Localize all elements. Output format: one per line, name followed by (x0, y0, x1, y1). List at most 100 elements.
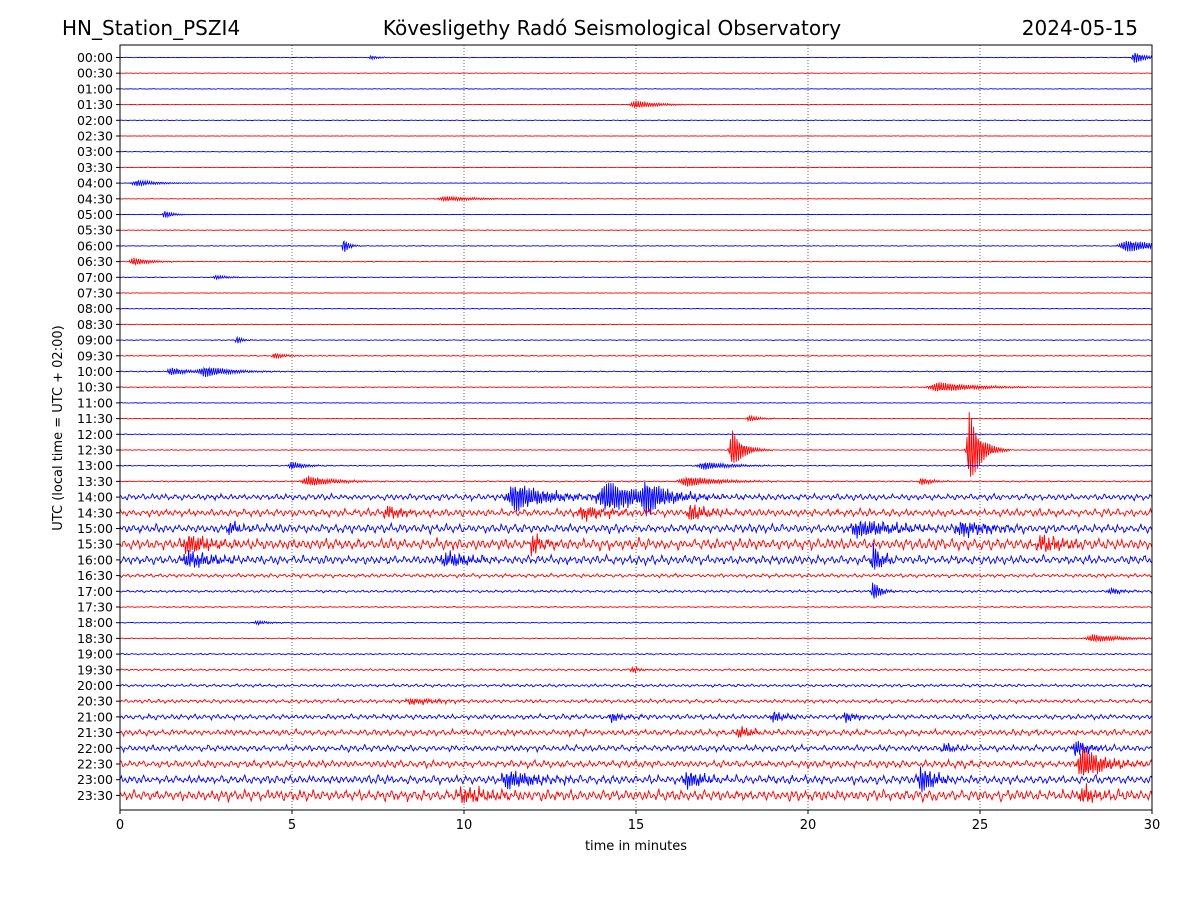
x-tick-label: 10 (456, 818, 473, 833)
trace-row (119, 100, 1153, 109)
trace-row (119, 683, 1153, 688)
y-tick-label: 07:00 (77, 270, 113, 285)
trace-row (120, 323, 1153, 326)
y-tick-label: 23:30 (77, 788, 113, 803)
trace-row (119, 366, 1153, 377)
y-tick-label: 07:30 (77, 286, 113, 301)
trace-row (119, 257, 1153, 266)
y-tick-label: 06:00 (77, 238, 113, 253)
y-axis-label: UTC (local time = UTC + 02:00) (51, 325, 66, 530)
trace-row (119, 72, 1152, 74)
x-tick-labels: 0 5 10 15 20 25 30 (116, 810, 1160, 833)
y-tick-label: 10:00 (77, 364, 113, 379)
y-tick-label: 18:30 (77, 631, 113, 646)
trace-row (119, 533, 1153, 557)
trace-row (120, 166, 1153, 169)
date-label: 2024-05-15 (1022, 16, 1138, 40)
y-tick-label: 08:30 (77, 317, 113, 332)
y-tick-label: 18:00 (77, 615, 113, 630)
trace-row (120, 634, 1153, 643)
x-tick-label: 15 (628, 818, 645, 833)
y-tick-label: 19:00 (77, 647, 113, 662)
y-tick-label: 17:00 (77, 584, 113, 599)
trace-row (119, 402, 1153, 404)
trace-row (119, 766, 1153, 793)
y-tick-label: 11:30 (77, 411, 113, 426)
y-tick-label: 01:00 (77, 81, 113, 96)
y-tick-label: 01:30 (77, 97, 113, 112)
station-label: HN_Station_PSZI4 (62, 16, 240, 40)
x-tick-label: 20 (800, 818, 817, 833)
y-tick-label: 00:30 (77, 66, 113, 81)
trace-row (119, 652, 1153, 656)
x-tick-label: 25 (972, 818, 989, 833)
trace-row (119, 274, 1153, 281)
y-tick-label: 23:00 (77, 772, 113, 787)
y-tick-label: 12:00 (77, 427, 113, 442)
y-tick-label: 12:30 (77, 443, 113, 458)
y-tick-label: 21:30 (77, 725, 113, 740)
trace-row (119, 229, 1153, 231)
y-tick-label: 20:30 (77, 694, 113, 709)
trace-row (120, 461, 1153, 471)
y-tick-label: 08:00 (77, 301, 113, 316)
trace-row (119, 481, 1153, 517)
trace-row (119, 747, 1153, 776)
x-axis-label: time in minutes (585, 839, 687, 854)
trace-row (119, 211, 1153, 219)
plot-frame (119, 44, 1153, 811)
trace-row (119, 240, 1153, 252)
trace-row (119, 619, 1153, 626)
trace-row (119, 382, 1153, 392)
y-tick-label: 02:00 (77, 113, 113, 128)
y-tick-label: 19:30 (77, 662, 113, 677)
trace-row (119, 52, 1153, 63)
y-tick-label: 02:30 (77, 129, 113, 144)
y-tick-label: 17:30 (77, 600, 113, 615)
y-tick-label: 03:30 (77, 160, 113, 175)
trace-row (119, 726, 1153, 738)
trace-row (119, 352, 1153, 360)
y-tick-label: 22:00 (77, 741, 113, 756)
trace-row (120, 412, 1153, 477)
x-tick-label: 5 (288, 818, 296, 833)
y-tick-label: 14:30 (77, 505, 113, 520)
trace-row (119, 520, 1153, 539)
y-tick-label: 10:30 (77, 380, 113, 395)
trace-row (119, 135, 1152, 137)
y-tick-label: 04:30 (77, 191, 113, 206)
y-tick-label: 11:00 (77, 395, 113, 410)
y-tick-label: 14:00 (77, 490, 113, 505)
seismic-traces (119, 52, 1153, 804)
y-tick-label: 21:00 (77, 709, 113, 724)
trace-row (119, 542, 1153, 570)
y-tick-label: 20:00 (77, 678, 113, 693)
x-tick-label: 30 (1144, 818, 1161, 833)
trace-row (120, 119, 1153, 122)
y-tick-label: 13:00 (77, 458, 113, 473)
y-tick-label: 05:00 (77, 207, 113, 222)
trace-row (119, 504, 1153, 522)
trace-row (119, 572, 1153, 579)
y-tick-label: 03:00 (77, 144, 113, 159)
y-tick-label: 15:00 (77, 521, 113, 536)
trace-row (120, 335, 1153, 344)
trace-row (119, 88, 1152, 90)
trace-row (119, 414, 1153, 423)
y-tick-label: 04:00 (77, 176, 113, 191)
trace-row (119, 150, 1152, 153)
y-tick-label: 22:30 (77, 757, 113, 772)
y-tick-label: 00:00 (77, 50, 113, 65)
y-tick-label: 06:30 (77, 254, 113, 269)
trace-row (119, 605, 1153, 609)
y-tick-label: 09:00 (77, 333, 113, 348)
trace-row (120, 292, 1153, 294)
y-tick-label: 13:30 (77, 474, 113, 489)
trace-row (119, 711, 1153, 724)
y-tick-label: 09:30 (77, 348, 113, 363)
trace-row (119, 195, 1153, 203)
trace-row (119, 783, 1153, 804)
chart-title: Kövesligethy Radó Seismological Observat… (383, 16, 841, 40)
y-tick-label: 15:30 (77, 537, 113, 552)
